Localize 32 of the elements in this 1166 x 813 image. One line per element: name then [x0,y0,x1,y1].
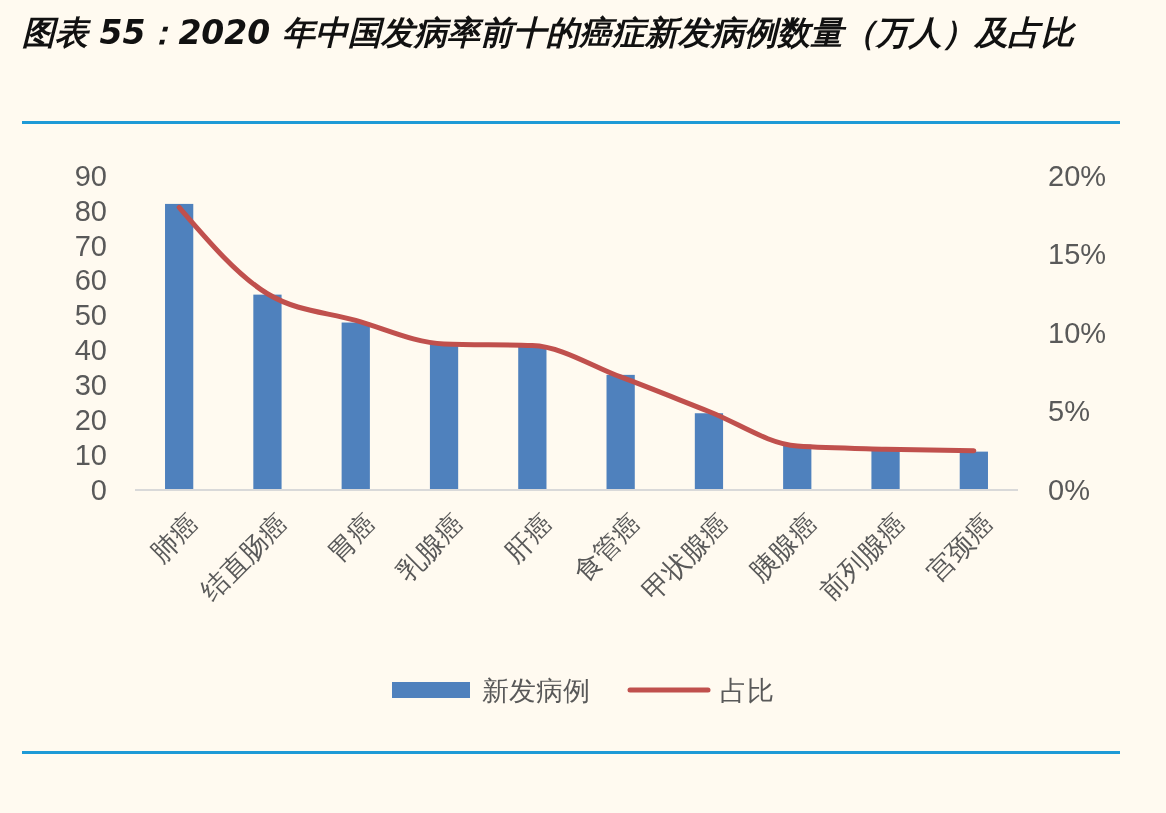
y-tick-label: 80 [74,194,107,227]
x-tick-label: 胃癌 [321,507,382,568]
y-tick-label: 20 [74,404,107,436]
bar [165,203,194,490]
y-tick-label: 10 [74,438,107,471]
y-tick-label: 30 [74,369,107,402]
bar [871,448,900,490]
bar [606,374,635,490]
y-tick-label: 50 [74,299,107,332]
bar [341,322,370,490]
legend-label: 新发病例 [482,675,590,706]
y-tick-label: 0 [90,473,107,506]
bar [253,294,282,490]
y2-tick-label: 0% [1048,473,1090,506]
chart-title: 图表 55：2020 年中国发病率前十的癌症新发病例数量（万人）及占比 [22,12,1077,54]
legend-label: 占比 [720,675,774,706]
x-tick-label: 肺癌 [144,507,205,568]
x-tick-label: 乳腺癌 [390,507,470,587]
y-tick-label: 40 [74,334,107,367]
y-tick-label: 60 [74,264,107,297]
bar [429,343,459,490]
bar [694,413,724,490]
bar [518,346,547,490]
bar [959,451,988,490]
y-tick-label: 90 [74,159,107,192]
y2-tick-label: 5% [1048,395,1090,428]
y2-tick-label: 20% [1048,159,1107,192]
x-tick-label: 肝癌 [497,507,558,568]
y-tick-label: 70 [74,229,107,262]
y2-tick-label: 10% [1048,316,1107,349]
x-tick-label: 宫颈癌 [920,507,1000,587]
y2-tick-label: 15% [1048,238,1107,271]
